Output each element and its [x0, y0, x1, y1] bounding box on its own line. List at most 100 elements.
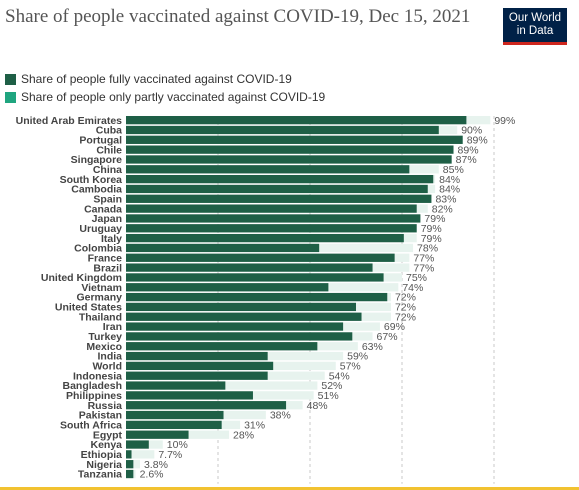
bar-fully[interactable]: [126, 174, 434, 184]
bar-fully[interactable]: [126, 292, 388, 302]
bar-fully[interactable]: [126, 135, 463, 144]
bar-fully[interactable]: [126, 460, 134, 469]
legend-item-fully[interactable]: Share of people fully vaccinated against…: [5, 70, 325, 88]
bar-fully[interactable]: [126, 410, 224, 420]
bar-fully[interactable]: [126, 204, 417, 213]
bar-partly[interactable]: [427, 184, 436, 194]
category-label: Egypt: [93, 429, 123, 441]
bar-partly[interactable]: [372, 263, 410, 272]
category-label: Germany: [76, 292, 122, 304]
value-label: 72%: [395, 292, 416, 304]
bar-fully[interactable]: [126, 391, 253, 400]
bar-partly[interactable]: [416, 204, 428, 213]
value-label: 28%: [233, 429, 254, 441]
bar-partly[interactable]: [466, 116, 491, 125]
bar-fully[interactable]: [126, 233, 404, 243]
bar-partly[interactable]: [133, 460, 140, 469]
bar-partly[interactable]: [286, 401, 303, 410]
bar-fully[interactable]: [126, 371, 268, 380]
category-label: Uruguay: [79, 223, 122, 235]
value-label: 79%: [424, 213, 445, 225]
category-label: Vietnam: [81, 282, 122, 294]
bar-fully[interactable]: [126, 214, 421, 223]
category-label: Ethiopia: [81, 449, 123, 461]
owid-logo[interactable]: Our World in Data: [503, 8, 567, 45]
bar-partly[interactable]: [273, 361, 336, 371]
bar-partly[interactable]: [223, 410, 266, 420]
value-label: 54%: [329, 370, 350, 382]
bar-fully[interactable]: [126, 361, 274, 371]
bar-fully[interactable]: [126, 125, 439, 135]
bar-fully[interactable]: [126, 450, 132, 459]
category-label: World: [92, 361, 122, 373]
bar-fully[interactable]: [126, 351, 268, 361]
bar-partly[interactable]: [433, 174, 436, 184]
bar-fully[interactable]: [126, 253, 395, 262]
bar-fully[interactable]: [126, 273, 384, 282]
bar-partly[interactable]: [394, 253, 410, 262]
bar-partly[interactable]: [188, 430, 230, 439]
value-label: 85%: [443, 164, 464, 176]
bar-partly[interactable]: [409, 165, 439, 174]
bar-fully[interactable]: [126, 155, 452, 164]
legend-swatch-fully: [5, 74, 16, 85]
bar-fully[interactable]: [126, 145, 454, 154]
value-label: 52%: [321, 380, 342, 392]
bar-fully[interactable]: [126, 116, 467, 125]
value-label: 38%: [270, 410, 291, 422]
bar-partly[interactable]: [328, 283, 399, 292]
bar-fully[interactable]: [126, 302, 356, 312]
value-label: 59%: [347, 351, 368, 363]
bar-fully[interactable]: [126, 263, 373, 272]
bar-partly[interactable]: [225, 381, 318, 390]
bar-fully[interactable]: [126, 430, 189, 439]
category-label: Tanzania: [78, 469, 122, 481]
value-label: 2.6%: [140, 469, 164, 481]
bar-fully[interactable]: [126, 322, 344, 331]
bar-partly[interactable]: [383, 273, 402, 282]
bar-partly[interactable]: [131, 450, 155, 459]
bar-partly[interactable]: [252, 391, 314, 400]
bar-fully[interactable]: [126, 224, 417, 233]
bar-partly[interactable]: [133, 469, 136, 479]
bar-partly[interactable]: [319, 243, 414, 253]
bar-partly[interactable]: [438, 125, 458, 135]
bar-partly[interactable]: [267, 351, 344, 361]
bar-partly[interactable]: [361, 312, 391, 321]
category-label: Pakistan: [79, 410, 122, 422]
bar-partly[interactable]: [356, 302, 391, 312]
bar-fully[interactable]: [126, 283, 329, 292]
bar-fully[interactable]: [126, 401, 287, 410]
legend-item-partly[interactable]: Share of people only partly vaccinated a…: [5, 88, 325, 106]
bar-fully[interactable]: [126, 332, 353, 341]
bar-fully[interactable]: [126, 469, 134, 479]
value-label: 89%: [458, 144, 479, 156]
category-label: Italy: [101, 233, 122, 245]
bar-partly[interactable]: [317, 342, 358, 351]
bar-partly[interactable]: [221, 420, 241, 430]
bar-fully[interactable]: [126, 420, 222, 430]
bar-fully[interactable]: [126, 165, 410, 174]
bar-fully[interactable]: [126, 342, 318, 351]
value-label: 78%: [417, 243, 438, 255]
category-label: United Kingdom: [41, 272, 122, 284]
bar-fully[interactable]: [126, 440, 149, 449]
value-label: 31%: [244, 420, 265, 432]
category-label: Indonesia: [73, 370, 122, 382]
value-label: 99%: [494, 115, 515, 127]
bar-fully[interactable]: [126, 243, 320, 253]
bar-fully[interactable]: [126, 312, 362, 321]
bar-partly[interactable]: [148, 440, 163, 449]
bar-partly[interactable]: [403, 233, 417, 243]
bar-fully[interactable]: [126, 381, 226, 390]
legend: Share of people fully vaccinated against…: [5, 70, 325, 106]
bar-partly[interactable]: [387, 292, 391, 302]
bar-fully[interactable]: [126, 194, 432, 203]
bar-fully[interactable]: [126, 184, 428, 194]
bar-partly[interactable]: [352, 332, 373, 341]
bar-partly[interactable]: [267, 371, 325, 380]
value-label: 48%: [307, 400, 328, 412]
bar-partly[interactable]: [343, 322, 380, 331]
value-label: 3.8%: [144, 459, 168, 471]
category-label: Bangladesh: [62, 380, 122, 392]
